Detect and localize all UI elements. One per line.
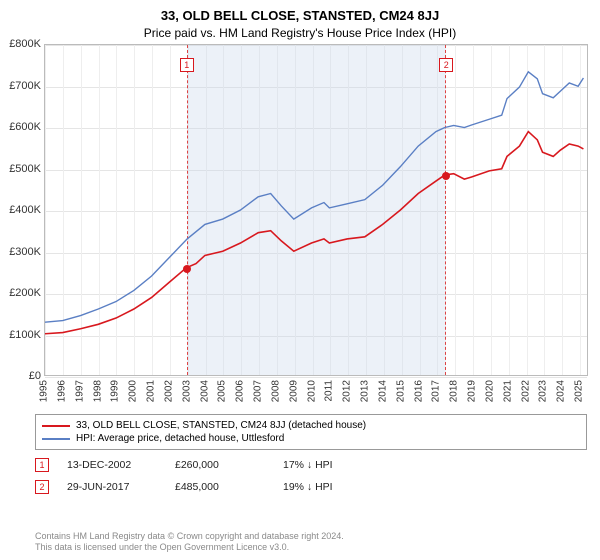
x-tick-label: 2003 bbox=[181, 380, 192, 402]
x-tick-label: 2012 bbox=[342, 380, 353, 402]
attribution-line2: This data is licensed under the Open Gov… bbox=[35, 542, 289, 552]
attribution-line1: Contains HM Land Registry data © Crown c… bbox=[35, 531, 344, 541]
sale-row: 2 29-JUN-2017 £485,000 19% ↓ HPI bbox=[35, 472, 587, 494]
x-tick-label: 2025 bbox=[574, 380, 585, 402]
y-tick-label: £0 bbox=[1, 370, 41, 382]
y-tick-label: £600K bbox=[1, 121, 41, 133]
x-tick-label: 2017 bbox=[431, 380, 442, 402]
x-tick-label: 1998 bbox=[92, 380, 103, 402]
x-tick-label: 2004 bbox=[199, 380, 210, 402]
x-tick-label: 2016 bbox=[413, 380, 424, 402]
x-tick-label: 2000 bbox=[128, 380, 139, 402]
y-tick-label: £500K bbox=[1, 163, 41, 175]
x-tick-label: 2022 bbox=[520, 380, 531, 402]
chart-container: { "header": { "title": "33, OLD BELL CLO… bbox=[0, 0, 600, 560]
legend-and-info: 33, OLD BELL CLOSE, STANSTED, CM24 8JJ (… bbox=[35, 414, 587, 494]
legend-row: HPI: Average price, detached house, Uttl… bbox=[42, 432, 580, 445]
page-subtitle: Price paid vs. HM Land Registry's House … bbox=[0, 23, 600, 40]
x-tick-label: 2002 bbox=[163, 380, 174, 402]
sale-hpi-delta: 17% ↓ HPI bbox=[283, 459, 373, 471]
x-tick-label: 2011 bbox=[324, 380, 335, 402]
x-tick-label: 2009 bbox=[288, 380, 299, 402]
sale-date: 13-DEC-2002 bbox=[67, 459, 157, 471]
sale-marker-dot bbox=[442, 172, 450, 180]
x-tick-label: 2021 bbox=[502, 380, 513, 402]
page-title: 33, OLD BELL CLOSE, STANSTED, CM24 8JJ bbox=[0, 0, 600, 23]
x-tick-label: 2013 bbox=[360, 380, 371, 402]
x-tick-label: 2006 bbox=[235, 380, 246, 402]
sales-table: 1 13-DEC-2002 £260,000 17% ↓ HPI 2 29-JUN-201… bbox=[35, 450, 587, 494]
y-tick-label: £300K bbox=[1, 246, 41, 258]
y-tick-label: £100K bbox=[1, 329, 41, 341]
x-tick-label: 2014 bbox=[377, 380, 388, 402]
series-line bbox=[45, 72, 583, 322]
sale-hpi-delta: 19% ↓ HPI bbox=[283, 481, 373, 493]
x-tick-label: 1995 bbox=[39, 380, 50, 402]
x-tick-label: 2023 bbox=[538, 380, 549, 402]
sale-row: 1 13-DEC-2002 £260,000 17% ↓ HPI bbox=[35, 450, 587, 472]
sale-date: 29-JUN-2017 bbox=[67, 481, 157, 493]
legend-swatch bbox=[42, 438, 70, 440]
sale-marker-label: 1 bbox=[180, 58, 194, 72]
x-tick-label: 2007 bbox=[253, 380, 264, 402]
x-tick-label: 2001 bbox=[146, 380, 157, 402]
sale-marker-dot bbox=[183, 265, 191, 273]
y-tick-label: £700K bbox=[1, 80, 41, 92]
plot-area: 12 bbox=[44, 44, 588, 376]
x-tick-label: 2020 bbox=[484, 380, 495, 402]
y-gridline bbox=[45, 377, 587, 378]
legend-label: HPI: Average price, detached house, Uttl… bbox=[76, 433, 284, 444]
y-tick-label: £800K bbox=[1, 38, 41, 50]
x-tick-label: 2015 bbox=[395, 380, 406, 402]
sale-row-marker: 2 bbox=[35, 480, 49, 494]
sale-row-marker: 1 bbox=[35, 458, 49, 472]
x-tick-label: 2008 bbox=[270, 380, 281, 402]
x-tick-label: 1996 bbox=[56, 380, 67, 402]
x-tick-label: 1997 bbox=[74, 380, 85, 402]
legend-row: 33, OLD BELL CLOSE, STANSTED, CM24 8JJ (… bbox=[42, 419, 580, 432]
legend-swatch bbox=[42, 425, 70, 427]
sale-price: £260,000 bbox=[175, 459, 265, 471]
series-svg bbox=[45, 45, 587, 375]
x-tick-label: 2024 bbox=[556, 380, 567, 402]
x-tick-label: 2010 bbox=[306, 380, 317, 402]
x-tick-label: 1999 bbox=[110, 380, 121, 402]
attribution: Contains HM Land Registry data © Crown c… bbox=[35, 531, 587, 554]
y-tick-label: £200K bbox=[1, 287, 41, 299]
x-tick-label: 2018 bbox=[449, 380, 460, 402]
sale-marker-label: 2 bbox=[439, 58, 453, 72]
chart-area: 12 £0£100K£200K£300K£400K£500K£600K£700K… bbox=[0, 44, 600, 408]
y-tick-label: £400K bbox=[1, 204, 41, 216]
series-line bbox=[45, 132, 583, 334]
x-tick-label: 2019 bbox=[467, 380, 478, 402]
legend: 33, OLD BELL CLOSE, STANSTED, CM24 8JJ (… bbox=[35, 414, 587, 450]
x-tick-label: 2005 bbox=[217, 380, 228, 402]
sale-price: £485,000 bbox=[175, 481, 265, 493]
legend-label: 33, OLD BELL CLOSE, STANSTED, CM24 8JJ (… bbox=[76, 420, 366, 431]
